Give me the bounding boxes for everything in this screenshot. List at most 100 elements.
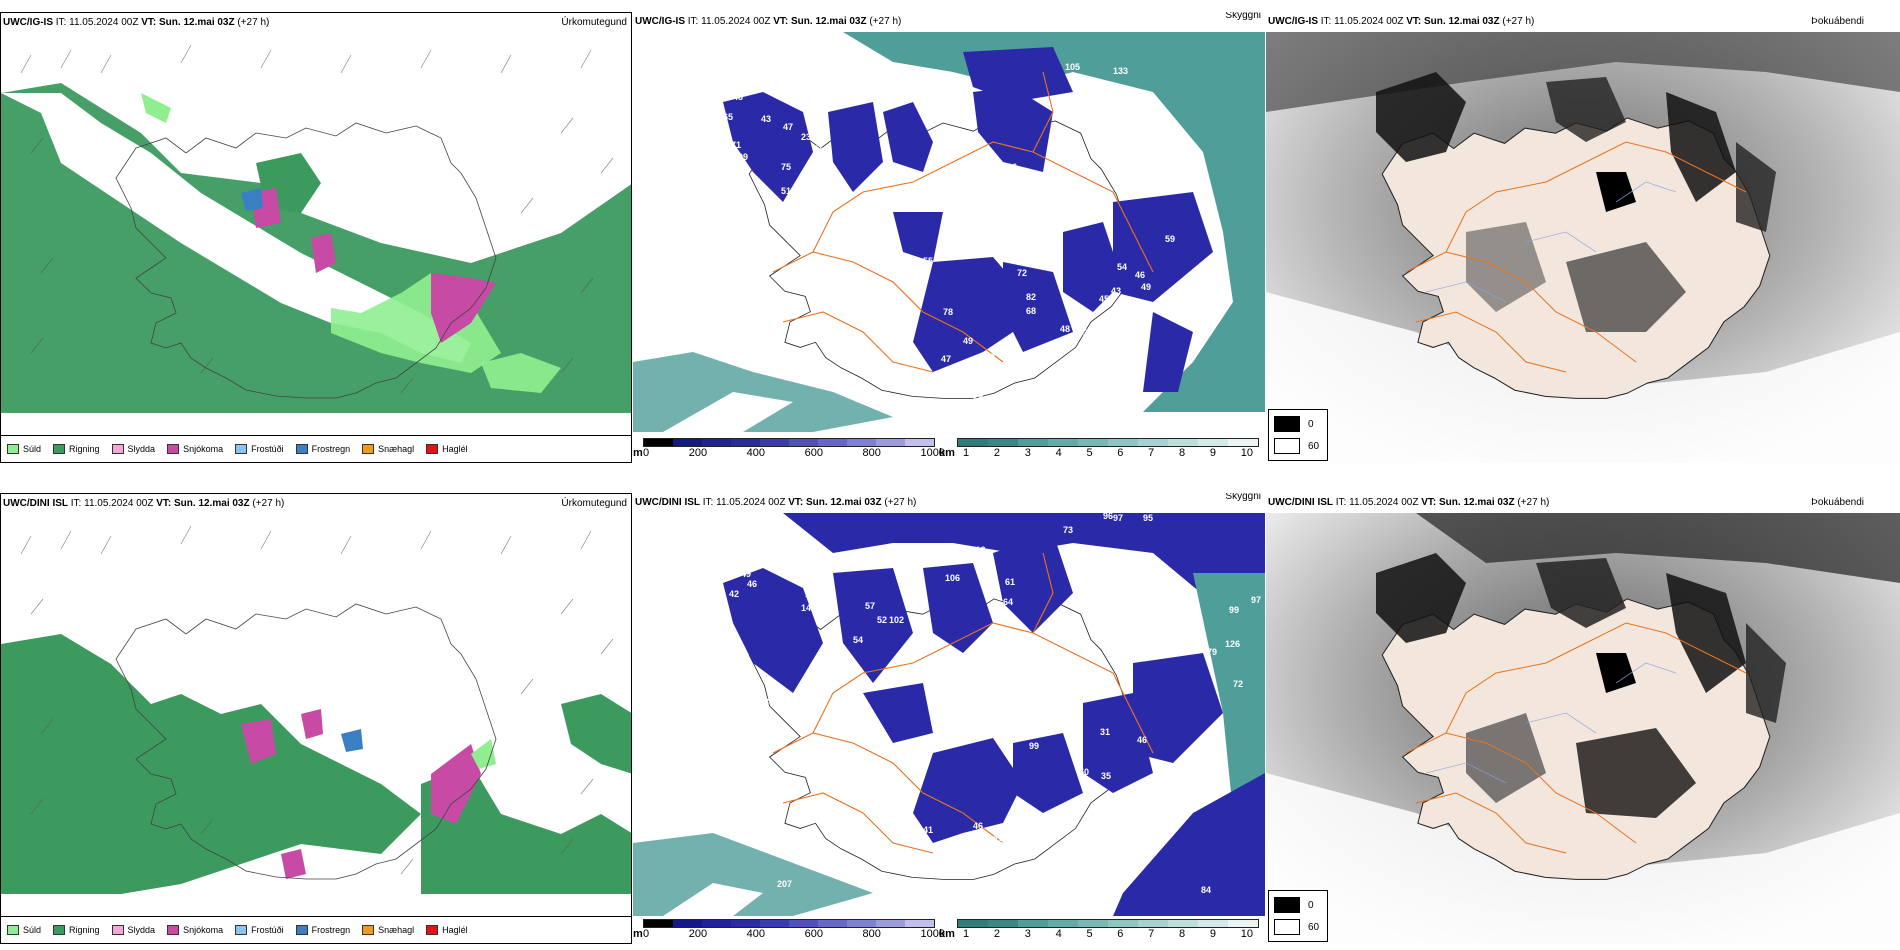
visibility-value-label: 72 [1017,268,1028,278]
cloud-legend-item: 60 [1274,438,1319,454]
visibility-value-label: 45 [1099,294,1110,304]
cloud-swatch-white [1274,919,1300,935]
panel-title: Þokuábendi [1811,16,1864,27]
model-name: UWC/IG-IS [3,17,53,28]
cloud-panel-row1: UWC/IG-IS IT: 11.05.2024 00Z VT: Sun. 12… [1266,12,1900,463]
km-ticks: 1 2 3 4 5 6 7 8 9 10 [963,928,1253,940]
visibility-value-label: 55 [923,256,934,266]
visibility-value-label: 42 [729,589,740,599]
cloud-legend: 0 60 [1268,409,1328,461]
panel-title: Skyggni [1225,12,1261,21]
visibility-value-label: 207 [777,879,793,889]
visibility-panel-row2: UWC/DINI ISL IT: 11.05.2024 00Z VT: Sun.… [633,493,1265,944]
visibility-value-label: 51 [813,144,824,154]
m-color-bar [643,438,935,447]
legend-item-sudl: Súld [7,925,41,935]
it-label: IT: [55,17,67,28]
visibility-value-label: 342 [793,352,809,362]
panel-title: Þokuábendi [1811,497,1864,508]
visibility-value-label: 49 [1141,282,1152,292]
m-color-bar [643,919,935,928]
visibility-value-label: 70 [721,238,732,248]
legend-swatch [7,444,19,454]
visibility-value-label: 23 [801,132,812,142]
visibility-value-label: 70 [1073,86,1084,96]
legend-swatch [111,444,124,454]
visibility-value-label: 50 [818,174,829,184]
visibility-value-label: 41 [923,825,934,835]
model-name: UWC/DINI ISL [635,497,700,508]
legend-item-frostregn: Frostregn [295,925,350,935]
visibility-value-label: 50 [1079,767,1090,777]
lead-time: (+27 h) [1517,497,1550,508]
legend-swatch [111,925,124,935]
panel-header: UWC/IG-IS IT: 11.05.2024 00Z VT: Sun. 12… [1266,12,1900,32]
visibility-value-label: 295 [1071,422,1087,432]
legend-item-slydda: Slydda [111,444,155,454]
it-value: 11.05.2024 00Z [69,17,139,28]
visibility-value-label: 43 [739,665,750,675]
it-label: IT: [70,498,82,509]
precip-legend: Súld Rigning Slydda Snjókoma Frostúði Fr… [1,435,631,462]
visibility-value-label: 43 [761,114,772,124]
vt-value: Sun. 12.mai 03Z [791,16,867,27]
legend-swatch [295,925,308,935]
vt-value: Sun. 12.mai 03Z [174,498,250,509]
vt-label: VT: [141,17,157,28]
visibility-value-label: 68 [1026,306,1037,316]
panel-header: UWC/IG-IS IT: 11.05.2024 00Z VT: Sun. 12… [1,13,631,33]
lead-time: (+27 h) [1502,16,1535,27]
m-ticks: 0 200 400 600 800 1000 [643,928,945,940]
visibility-value-label: 40 [933,380,944,390]
visibility-value-label: 75 [781,162,792,172]
visibility-value-label: 82 [1026,292,1037,302]
visibility-value-label: 61 [937,703,948,713]
legend-swatch [426,925,439,935]
visibility-value-label: 62 [985,352,996,362]
visibility-scale: m 0 200 400 600 800 1000 km 1 2 3 4 5 6 … [633,916,1265,944]
visibility-value-label: 143 [801,603,817,613]
vt-value: Sun. 12.mai 03Z [159,17,235,28]
it-value: 11.05.2024 00Z [701,16,771,27]
it-value: 11.05.2024 00Z [84,498,154,509]
visibility-value-label: 80 [1085,76,1096,86]
m-unit: m [633,928,643,940]
visibility-value-label: 71 [731,140,742,150]
visibility-value-label: 37 [1083,328,1094,338]
model-name: UWC/IG-IS [635,16,685,27]
visibility-value-label: 64 [1003,597,1014,607]
visibility-value-label: 97 [1251,595,1262,605]
km-unit: km [939,447,955,459]
legend-swatch [235,925,248,935]
cloud-map [1266,32,1900,463]
panel-title: Úrkomutegund [561,17,627,28]
visibility-map: 105 133 80 70 124 102 57 43 65 43 47 23 51 71 109 51 75 5… [633,32,1265,463]
legend-item-snaehagl: Snæhagl [362,444,414,454]
visibility-value-label: 84 [1201,885,1212,895]
visibility-value-label: 47 [783,122,794,132]
visibility-value-label: 51 [808,121,819,131]
visibility-value-label: 138 [759,697,775,707]
visibility-value-label: 55 [725,555,736,565]
it-label: IT: [702,497,714,508]
legend-item-snjokoma: Snjókoma [167,925,223,935]
legend-swatch [295,444,308,454]
vt-value: Sun. 12.mai 03Z [1439,497,1515,508]
legend-item-hagl: Haglél [426,444,468,454]
visibility-value-label: 124 [1103,86,1119,96]
precip-map [1,33,631,462]
visibility-value-label: 45 [773,214,784,224]
it-value: 11.05.2024 00Z [1349,497,1419,508]
cloud-panel-row2: UWC/DINI ISL IT: 11.05.2024 00Z VT: Sun.… [1266,493,1900,944]
km-unit: km [939,928,955,940]
visibility-value-label: 126 [1225,639,1241,649]
visibility-value-label: 57 [865,601,876,611]
visibility-value-label: 35 [1101,771,1112,781]
panel-header: UWC/IG-IS IT: 11.05.2024 00Z VT: Sun. 12… [633,12,1265,32]
visibility-value-label: 72 [1233,679,1244,689]
visibility-value-label: 58 [731,567,742,577]
visibility-value-label: 31 [1100,727,1111,737]
visibility-value-label: 46 [1137,735,1148,745]
it-label: IT: [687,16,699,27]
cloud-legend-item: 60 [1274,919,1319,935]
